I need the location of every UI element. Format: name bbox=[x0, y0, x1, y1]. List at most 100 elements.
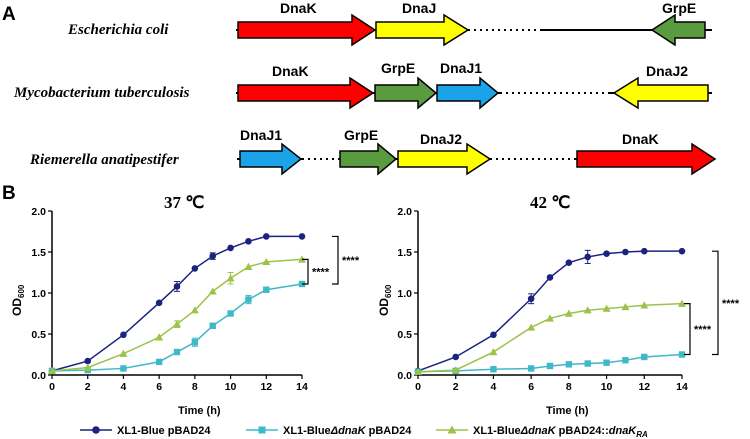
y-axis-label-main: OD bbox=[377, 298, 391, 316]
gene-label: DnaJ1 bbox=[240, 127, 282, 143]
gene-label: DnaJ2 bbox=[646, 63, 688, 79]
y-tick-label: 1.5 bbox=[397, 247, 412, 259]
x-tick-label: 12 bbox=[638, 381, 650, 393]
gene-label: GrpE bbox=[662, 0, 696, 16]
data-point bbox=[583, 306, 592, 314]
data-point bbox=[452, 353, 460, 361]
data-point bbox=[84, 357, 92, 365]
gene-label: GrpE bbox=[344, 127, 378, 143]
legend-item: XL1-Blue pBAD24 bbox=[80, 425, 211, 437]
legend-label: XL1-BlueΔdnaK pBAD24 bbox=[283, 425, 412, 437]
data-point bbox=[489, 348, 498, 356]
data-point bbox=[155, 299, 163, 307]
data-point bbox=[263, 286, 270, 293]
gene-label: DnaJ bbox=[402, 0, 436, 16]
chart-42c: 42 ℃ OD600 Time (h) 0.0 0.5 1.0 1.5 2.0 0 2 4 6 8… bbox=[377, 193, 740, 417]
data-point bbox=[527, 295, 535, 303]
data-point bbox=[120, 331, 127, 339]
gene-label: DnaJ2 bbox=[420, 131, 462, 147]
data-point bbox=[414, 367, 422, 375]
x-tick-label: 8 bbox=[566, 381, 572, 393]
data-point bbox=[173, 283, 181, 290]
legend: XL1-Blue pBAD24 XL1-BlueΔdnaK pBAD24 XL1… bbox=[80, 425, 648, 439]
x-tick-label: 6 bbox=[156, 381, 162, 393]
y-tick-label: 0.5 bbox=[397, 329, 412, 341]
legend-label-sub: RA bbox=[636, 430, 648, 439]
data-point bbox=[227, 244, 234, 252]
x-tick-label: 8 bbox=[192, 381, 198, 393]
data-point bbox=[227, 310, 234, 317]
dnaj1-gene-arrow bbox=[436, 76, 500, 110]
data-point bbox=[546, 362, 554, 370]
grpe-gene-arrow bbox=[650, 13, 706, 47]
x-tick-label: 10 bbox=[601, 381, 613, 393]
data-point bbox=[641, 353, 648, 361]
panel-a-label: A bbox=[2, 4, 16, 25]
y-tick-label: 2.0 bbox=[397, 206, 412, 218]
data-point bbox=[245, 296, 252, 303]
dnaj-gene-arrow bbox=[375, 13, 470, 47]
data-point bbox=[226, 274, 235, 282]
data-point bbox=[120, 365, 127, 372]
legend-label-text: XL1-Blue bbox=[473, 425, 521, 437]
data-point bbox=[640, 247, 648, 255]
chart-title: 37 ℃ bbox=[164, 193, 204, 212]
data-point bbox=[244, 262, 253, 270]
data-point bbox=[603, 359, 610, 366]
data-point bbox=[262, 257, 271, 266]
data-point bbox=[191, 265, 199, 272]
significance-bracket bbox=[302, 258, 309, 285]
data-point bbox=[603, 250, 610, 257]
dnaj2-gene-arrow bbox=[397, 142, 492, 176]
gene-label: DnaK bbox=[622, 131, 659, 147]
data-point bbox=[190, 306, 199, 314]
y-tick-label: 1.0 bbox=[31, 288, 46, 300]
x-tick-label: 12 bbox=[260, 381, 272, 393]
data-point bbox=[546, 274, 554, 281]
x-tick-label: 0 bbox=[415, 381, 421, 393]
data-point bbox=[621, 302, 630, 311]
dnaj2-gene-arrow bbox=[612, 76, 709, 110]
dnak-gene-arrow bbox=[576, 142, 717, 176]
data-point bbox=[191, 339, 199, 346]
significance-bracket bbox=[712, 250, 719, 356]
x-tick-label: 4 bbox=[491, 381, 497, 393]
legend-item: XL1-BlueΔdnaK pBAD24 bbox=[246, 425, 412, 437]
gene-row-2: Mycobacterium tuberculosis DnaK GrpE Dna… bbox=[13, 60, 712, 110]
gene-label: DnaK bbox=[272, 63, 309, 79]
series-line bbox=[417, 250, 682, 372]
data-point bbox=[584, 253, 592, 261]
chart-37c: 37 ℃ OD600 Time (h) 0.0 0.5 1.0 1.5 2.0 0 2 4 6 8… bbox=[10, 193, 360, 417]
data-point bbox=[527, 323, 536, 331]
x-tick-label: 2 bbox=[453, 381, 459, 393]
grpe-gene-arrow bbox=[339, 142, 398, 176]
x-tick-label: 14 bbox=[296, 381, 308, 393]
y-axis-label: OD600 bbox=[377, 284, 393, 316]
data-point bbox=[584, 360, 591, 367]
data-point bbox=[640, 301, 649, 309]
data-point bbox=[564, 309, 573, 317]
data-point bbox=[546, 314, 554, 322]
legend-label-rest: pBAD24 bbox=[366, 425, 413, 437]
data-point bbox=[245, 238, 252, 245]
data-point bbox=[155, 333, 164, 341]
data-point bbox=[119, 349, 128, 357]
y-tick-label: 0.5 bbox=[31, 329, 46, 341]
data-point bbox=[262, 233, 270, 240]
data-point bbox=[173, 348, 181, 356]
grpe-gene-arrow bbox=[374, 76, 438, 110]
legend-label: XL1-BlueΔdnaK pBAD24::dnaKRA bbox=[473, 425, 648, 439]
data-point bbox=[490, 366, 497, 373]
x-tick-label: 10 bbox=[225, 381, 237, 393]
gene-row-3: Riemerella anatipestifer DnaJ1 GrpE DnaJ… bbox=[29, 127, 717, 176]
legend-item: XL1-BlueΔdnaK pBAD24::dnaKRA bbox=[436, 425, 648, 439]
y-axis-label-main: OD bbox=[10, 298, 24, 316]
y-tick-label: 1.5 bbox=[31, 247, 46, 259]
legend-label-italic: dnaK bbox=[609, 425, 638, 437]
data-point bbox=[565, 259, 573, 266]
data-point bbox=[173, 320, 181, 328]
legend-marker-triangle bbox=[447, 425, 457, 434]
organism-label: Mycobacterium tuberculosis bbox=[13, 85, 190, 101]
legend-label-text: XL1-Blue bbox=[283, 425, 331, 437]
